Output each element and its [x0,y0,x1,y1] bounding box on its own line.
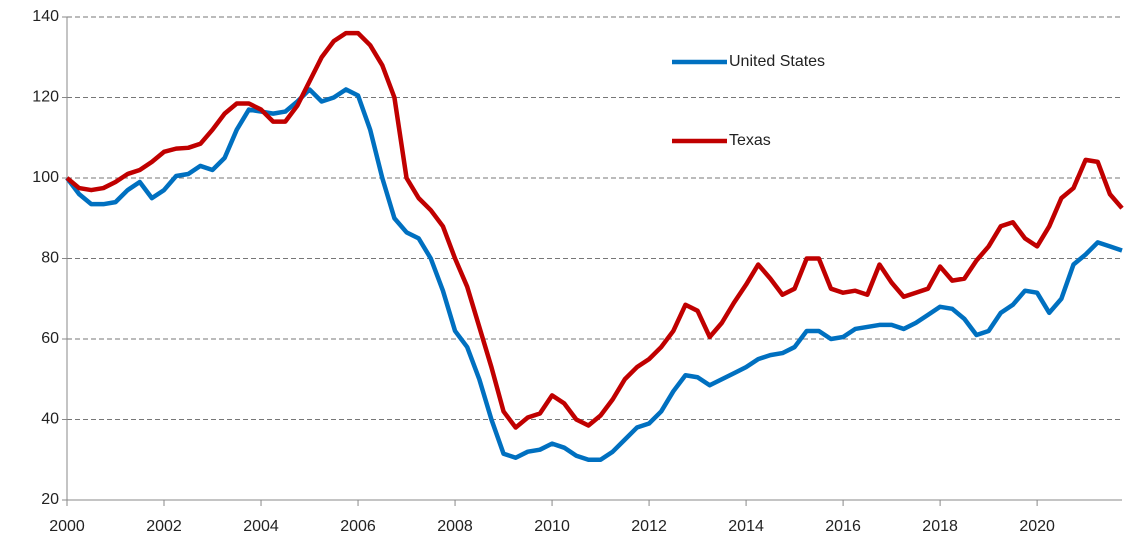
x-tick-label: 2008 [437,518,473,535]
y-tick-label: 100 [32,169,59,186]
legend-label: United States [729,53,825,70]
y-tick-label: 140 [32,8,59,25]
x-tick-label: 2016 [825,518,861,535]
y-tick-label: 20 [41,491,59,508]
x-tick-label: 2000 [49,518,85,535]
x-tick-label: 2010 [534,518,570,535]
x-tick-label: 2002 [146,518,182,535]
x-tick-label: 2014 [728,518,764,535]
y-tick-label: 40 [41,411,59,428]
line-series [65,87,1123,462]
line-series [65,30,1124,430]
x-tick-label: 2012 [631,518,667,535]
legend-label: Texas [729,132,771,149]
y-tick-label: 60 [41,330,59,347]
y-tick-label: 80 [41,250,59,267]
x-tick-label: 2006 [340,518,376,535]
x-tick-label: 2004 [243,518,279,535]
y-tick-label: 120 [32,89,59,106]
x-tick-label: 2020 [1019,518,1055,535]
x-tick-label: 2018 [922,518,958,535]
